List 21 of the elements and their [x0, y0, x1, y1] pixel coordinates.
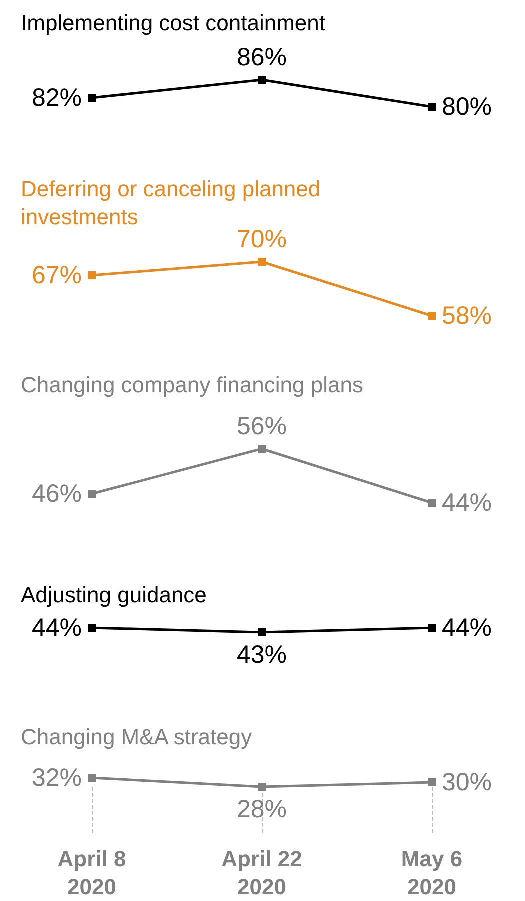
data-label: 46% [32, 480, 82, 508]
chart-title: Implementing cost containment [21, 10, 326, 36]
data-label: 44% [32, 614, 82, 642]
data-label: 56% [236, 412, 288, 440]
data-label: 82% [32, 84, 82, 112]
x-tick-label: April 22 2020 [222, 846, 302, 900]
data-label: 30% [442, 768, 492, 796]
data-label: 44% [442, 489, 492, 517]
x-tick-label: April 8 2020 [58, 846, 126, 900]
data-label: 43% [236, 641, 288, 669]
data-label: 80% [442, 93, 492, 121]
chart-title: Changing company financing plans [21, 372, 364, 398]
x-tick-label: May 6 2020 [401, 846, 463, 900]
chart-title: Adjusting guidance [21, 582, 207, 608]
chart-title: Changing M&A strategy [21, 724, 252, 750]
data-label: 28% [236, 796, 288, 824]
data-label: 67% [32, 262, 82, 290]
data-label: 58% [442, 302, 492, 330]
data-label: 86% [236, 44, 288, 72]
data-label: 32% [32, 764, 82, 792]
data-label: 44% [442, 614, 492, 642]
